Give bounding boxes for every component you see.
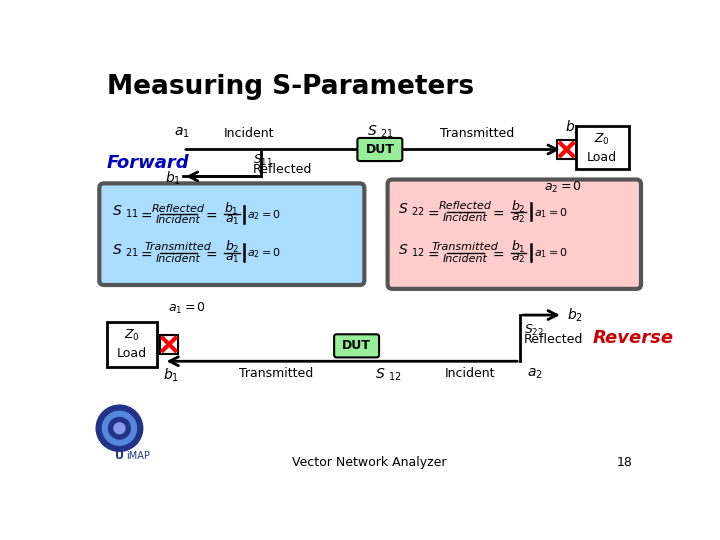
Text: $Z_0$
Load: $Z_0$ Load: [588, 132, 617, 164]
Text: Transmitted: Transmitted: [145, 242, 212, 252]
Text: $=$: $=$: [138, 246, 153, 260]
Text: $S_{11}$: $S_{11}$: [253, 153, 273, 168]
Text: $S\ _{12}$: $S\ _{12}$: [398, 242, 426, 259]
Circle shape: [109, 417, 130, 439]
Text: Transmitted: Transmitted: [441, 127, 515, 140]
Text: $b_2$: $b_2$: [225, 239, 239, 255]
Text: $=$: $=$: [490, 206, 505, 220]
Text: Measuring S-Parameters: Measuring S-Parameters: [107, 74, 474, 100]
Text: $S\ _{11}$: $S\ _{11}$: [112, 204, 138, 220]
Text: Reverse: Reverse: [593, 329, 673, 347]
Text: $S\ _{22}$: $S\ _{22}$: [398, 201, 426, 218]
Text: Reflected: Reflected: [253, 164, 312, 177]
Text: $a_1$: $a_1$: [225, 214, 239, 227]
Text: Transmitted: Transmitted: [432, 242, 498, 252]
Bar: [576, 126, 629, 168]
Text: $S\ _{12}$: $S\ _{12}$: [375, 367, 402, 383]
Text: $a_1$: $a_1$: [174, 126, 189, 140]
Text: $S_{22}$: $S_{22}$: [524, 323, 544, 338]
FancyBboxPatch shape: [99, 184, 364, 285]
Text: $a_2$: $a_2$: [511, 252, 526, 265]
Text: $a_2=0$: $a_2=0$: [248, 208, 282, 222]
Text: $a_2$: $a_2$: [527, 367, 543, 381]
Text: $a_2=0$: $a_2=0$: [544, 180, 582, 195]
FancyBboxPatch shape: [334, 334, 379, 357]
Text: $=$: $=$: [425, 206, 440, 220]
Text: Incident: Incident: [224, 127, 274, 140]
Circle shape: [96, 405, 143, 451]
FancyBboxPatch shape: [357, 138, 402, 161]
Text: $=$: $=$: [138, 208, 153, 222]
Text: $=$: $=$: [490, 246, 505, 260]
Text: $=$: $=$: [425, 246, 440, 260]
Text: Incident: Incident: [443, 254, 487, 264]
Text: $a_1=0$: $a_1=0$: [534, 247, 568, 260]
Bar: [107, 322, 158, 367]
Text: $S\ _{21}$: $S\ _{21}$: [367, 124, 394, 140]
Text: $Z_0$
Load: $Z_0$ Load: [117, 328, 147, 360]
Text: Incident: Incident: [156, 215, 201, 225]
Text: iMAP: iMAP: [127, 451, 150, 461]
Text: $=$: $=$: [203, 246, 218, 260]
Text: $b_1$: $b_1$: [511, 239, 526, 255]
Text: DUT: DUT: [366, 143, 395, 156]
Text: $b_1$: $b_1$: [166, 170, 181, 187]
Text: Incident: Incident: [444, 367, 495, 380]
Text: Forward: Forward: [107, 154, 189, 172]
Text: $a_2=0$: $a_2=0$: [248, 247, 282, 260]
Text: $S\ _{21}$: $S\ _{21}$: [112, 242, 138, 259]
Text: $=$: $=$: [203, 208, 218, 222]
Text: U: U: [115, 451, 124, 461]
Text: Incident: Incident: [156, 254, 201, 264]
Text: $a_1=0$: $a_1=0$: [534, 206, 568, 220]
Text: $b_1$: $b_1$: [225, 201, 239, 217]
Text: $b_2$: $b_2$: [511, 198, 526, 214]
Text: $a_2$: $a_2$: [511, 212, 526, 225]
Text: $b_2$: $b_2$: [565, 118, 581, 136]
Text: Vector Network Analyzer: Vector Network Analyzer: [292, 456, 446, 469]
Circle shape: [102, 411, 137, 445]
Text: $a_1$: $a_1$: [225, 252, 239, 265]
Text: Reflected: Reflected: [524, 333, 583, 346]
Text: Incident: Incident: [443, 213, 487, 223]
Text: Reflected: Reflected: [152, 204, 205, 214]
FancyBboxPatch shape: [387, 179, 641, 289]
Text: Reflected: Reflected: [438, 201, 492, 212]
Text: Transmitted: Transmitted: [239, 367, 313, 380]
Circle shape: [114, 423, 125, 434]
Text: 18: 18: [616, 456, 632, 469]
Text: $b_2$: $b_2$: [567, 306, 582, 324]
Text: $b_1$: $b_1$: [163, 367, 179, 384]
Text: DUT: DUT: [342, 339, 371, 353]
Text: $a_1=0$: $a_1=0$: [168, 301, 205, 316]
